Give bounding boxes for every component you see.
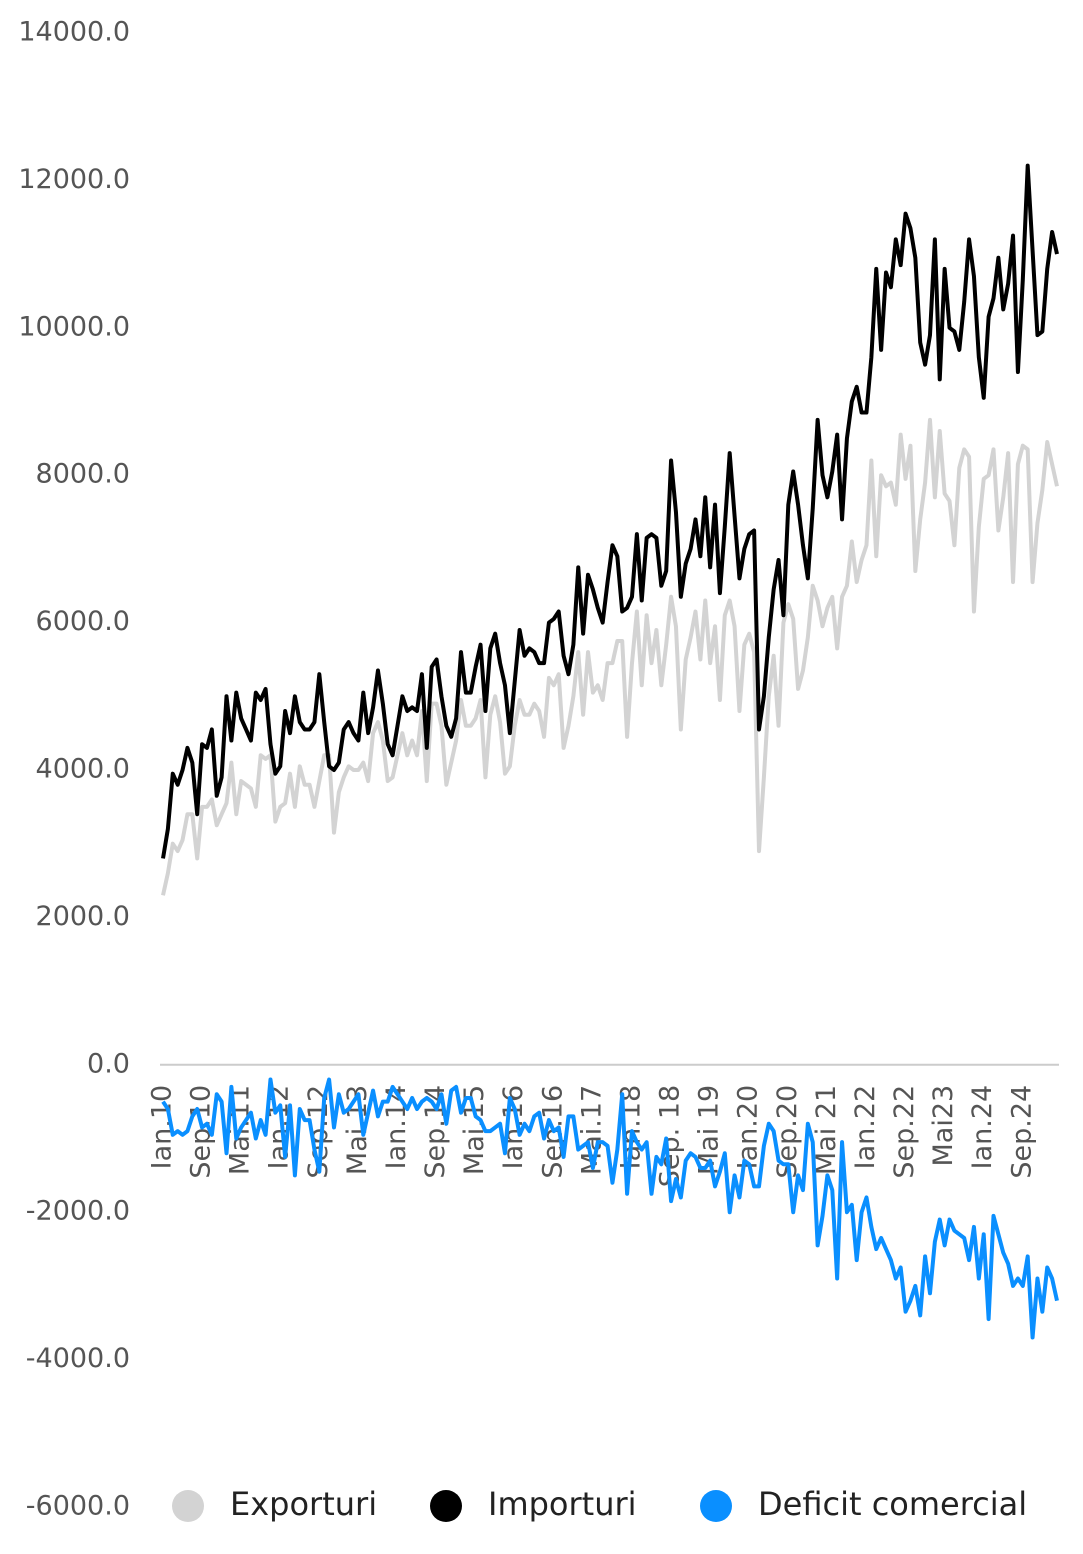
x-tick-label: Sep.24 — [1006, 1085, 1037, 1179]
y-tick-label: 14000.0 — [18, 17, 130, 48]
y-tick-label: -4000.0 — [26, 1343, 130, 1374]
series-line — [161, 1077, 1059, 1340]
x-tick-label: Ian.20 — [733, 1085, 764, 1170]
y-tick-label: 12000.0 — [18, 164, 130, 195]
x-tick-label: Mai 21 — [811, 1085, 842, 1175]
y-tick-label: -6000.0 — [26, 1491, 130, 1522]
x-tick-label: Sep.22 — [889, 1085, 920, 1179]
y-tick-label: 2000.0 — [36, 901, 130, 932]
legend-label: Importuri — [488, 1485, 637, 1523]
legend-marker — [700, 1490, 732, 1522]
x-tick-label: Mai23 — [928, 1085, 959, 1167]
series-line — [161, 417, 1059, 896]
legend-label: Exporturi — [230, 1485, 377, 1523]
y-tick-label: 8000.0 — [36, 459, 130, 490]
series-line — [161, 163, 1059, 859]
y-tick-label: 6000.0 — [36, 606, 130, 637]
y-tick-label: 10000.0 — [18, 311, 130, 342]
x-tick-label: Ian.14 — [381, 1085, 412, 1170]
legend-marker — [172, 1490, 204, 1522]
y-tick-label: 4000.0 — [36, 754, 130, 785]
y-tick-label: 0.0 — [87, 1048, 130, 1079]
legend-marker — [430, 1490, 462, 1522]
x-tick-label: Ian.22 — [850, 1085, 881, 1170]
x-tick-label: Ian.24 — [967, 1085, 998, 1170]
legend-label: Deficit comercial — [758, 1485, 1027, 1523]
y-tick-label: -2000.0 — [26, 1196, 130, 1227]
